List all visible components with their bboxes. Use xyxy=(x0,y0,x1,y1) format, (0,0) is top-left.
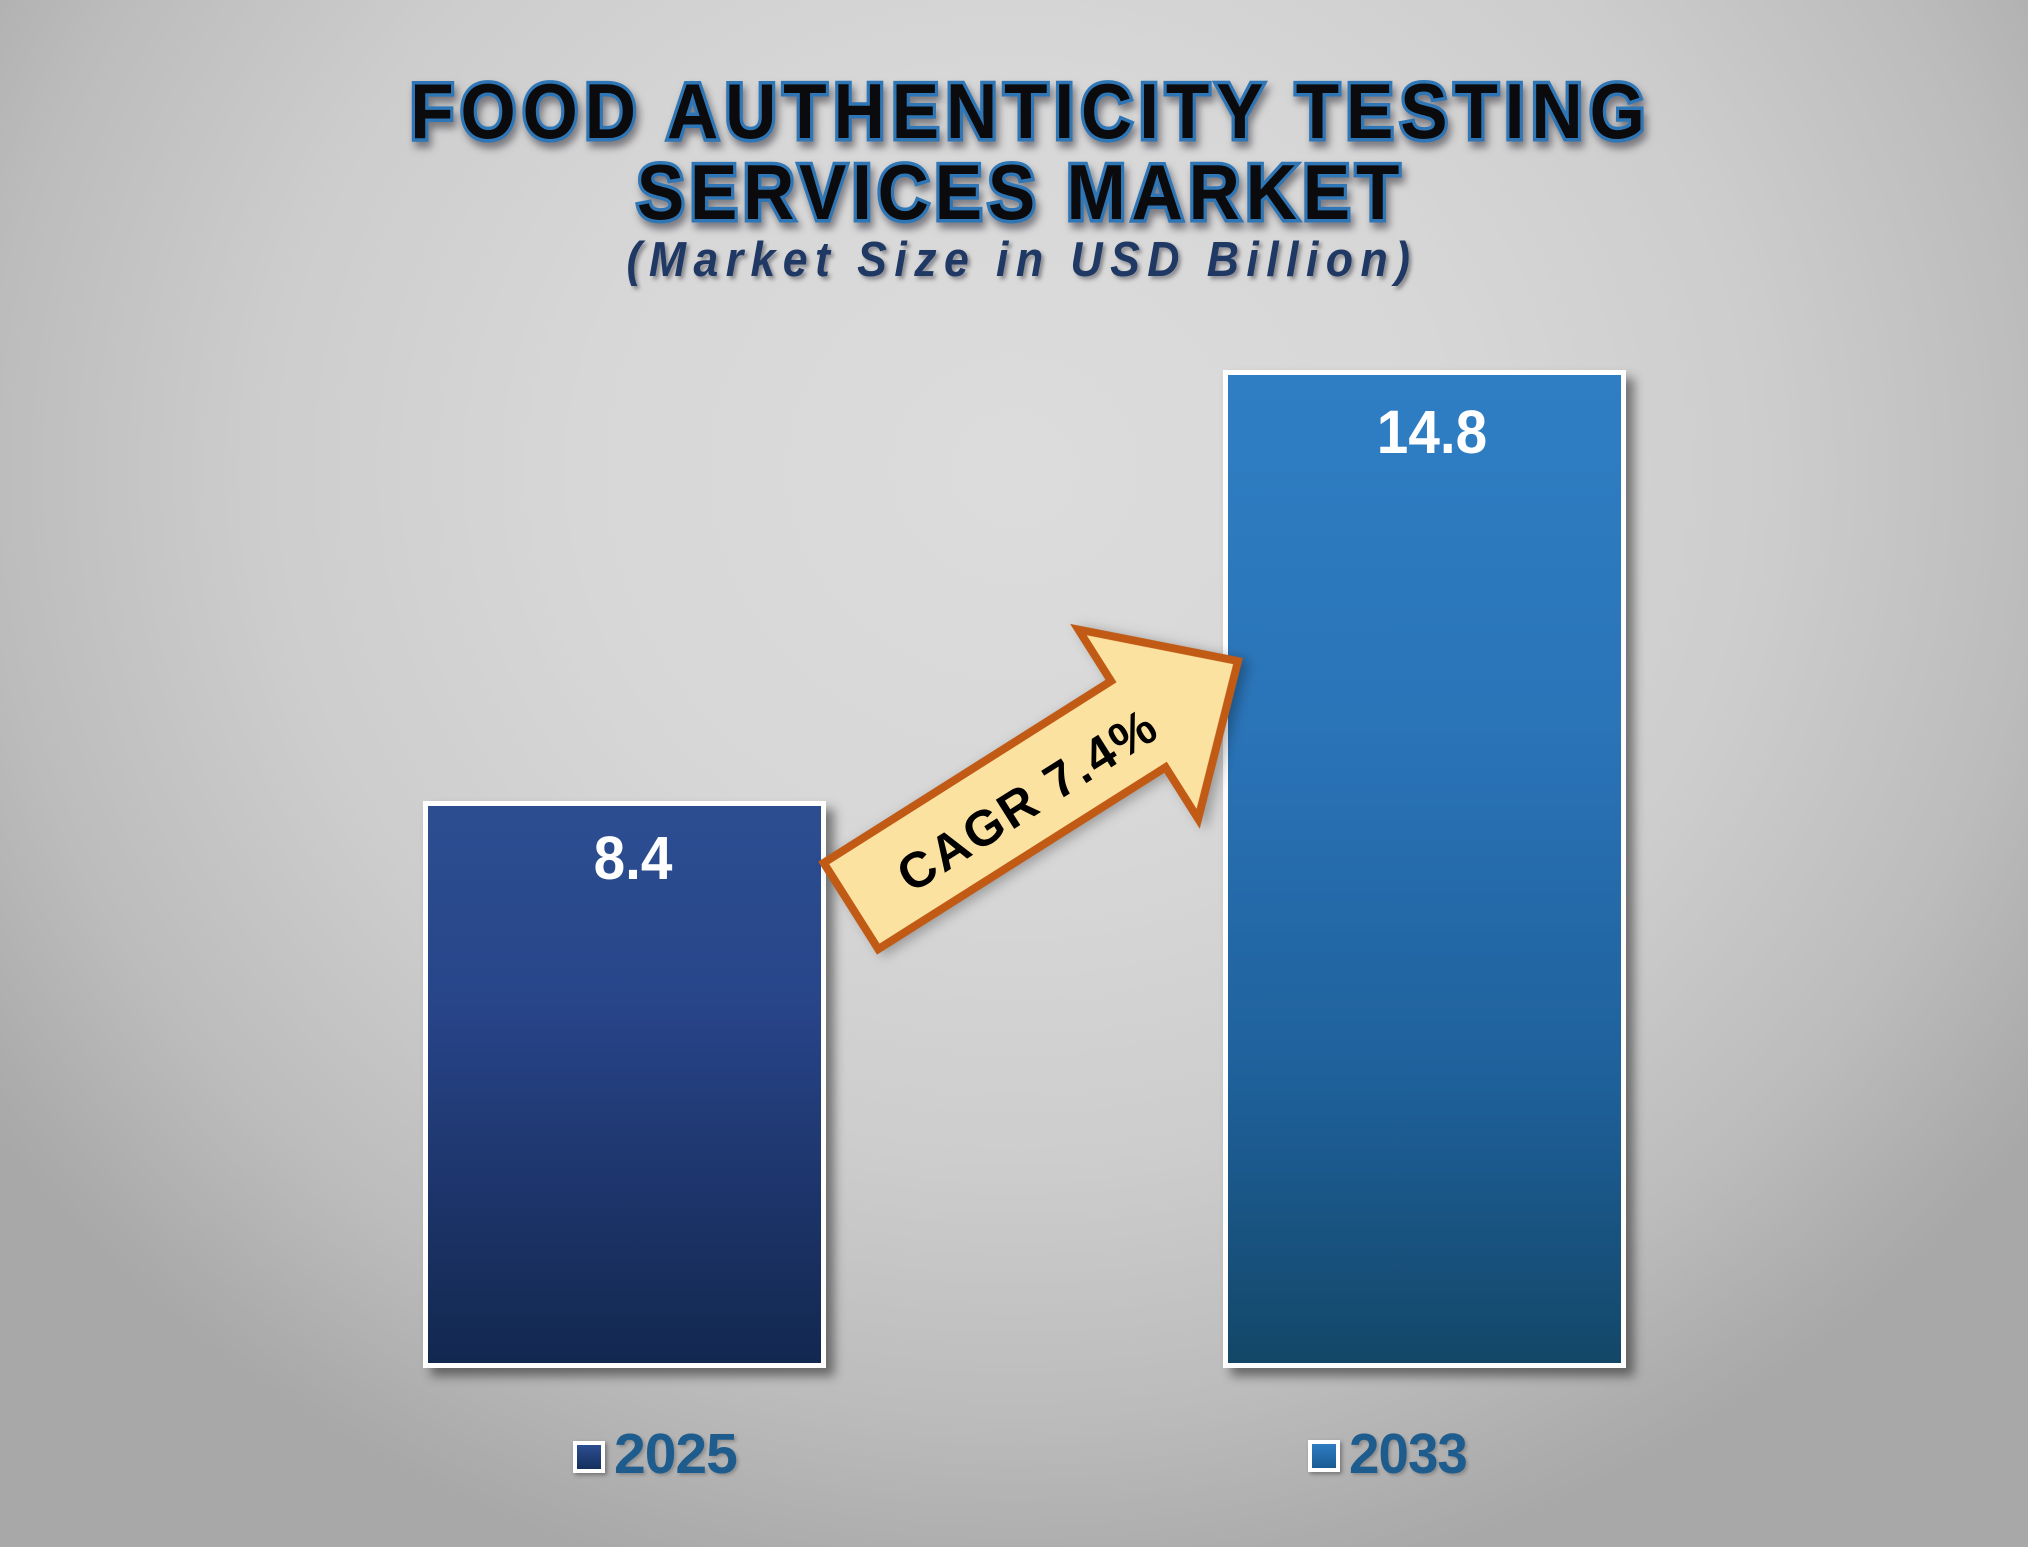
svg-text:FOOD AUTHENTICITY TESTING: FOOD AUTHENTICITY TESTING xyxy=(410,67,1651,155)
svg-text:CAGR 7.4%: CAGR 7.4% xyxy=(887,697,1168,903)
svg-text:(Market Size in USD Billion): (Market Size in USD Billion) xyxy=(627,232,1418,286)
svg-text:SERVICES MARKET: SERVICES MARKET xyxy=(637,148,1405,236)
